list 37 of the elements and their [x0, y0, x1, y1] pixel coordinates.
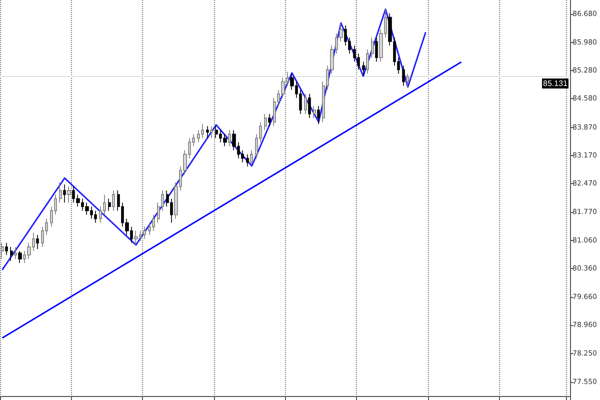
candlestick [14, 246, 17, 260]
candlestick [152, 214, 155, 232]
candlestick [5, 242, 8, 256]
candlestick [317, 106, 320, 124]
candlestick [308, 93, 311, 118]
candlestick [313, 106, 316, 118]
candlestick [371, 37, 374, 58]
candlestick [250, 150, 253, 165]
candlestick [375, 37, 378, 62]
candlestick [362, 61, 365, 76]
candlestick [85, 202, 89, 216]
candlestick [215, 126, 218, 139]
candlestick [402, 65, 405, 86]
candlestick [210, 126, 213, 139]
candlestick [201, 124, 204, 139]
candlestick [63, 184, 66, 204]
candlestick [112, 190, 115, 212]
candlestick [264, 114, 267, 131]
candlestick [67, 186, 71, 204]
candlestick [304, 93, 307, 114]
candlestick [108, 198, 111, 212]
candlestick [228, 130, 231, 147]
candlestick [134, 230, 138, 246]
candlestick [59, 182, 62, 204]
candlestick [206, 126, 209, 139]
candlestick [366, 49, 369, 74]
line-series [1, 8, 426, 271]
ref-line-label: 85.131 [543, 79, 568, 88]
candlestick [143, 226, 146, 240]
candlestick [36, 234, 39, 250]
candlestick [10, 246, 13, 262]
candlestick [246, 154, 249, 167]
candlestick [223, 134, 227, 147]
candlestick [1, 242, 4, 260]
candlestick [18, 250, 22, 264]
candlestick [94, 210, 97, 224]
candlestick [268, 114, 271, 126]
